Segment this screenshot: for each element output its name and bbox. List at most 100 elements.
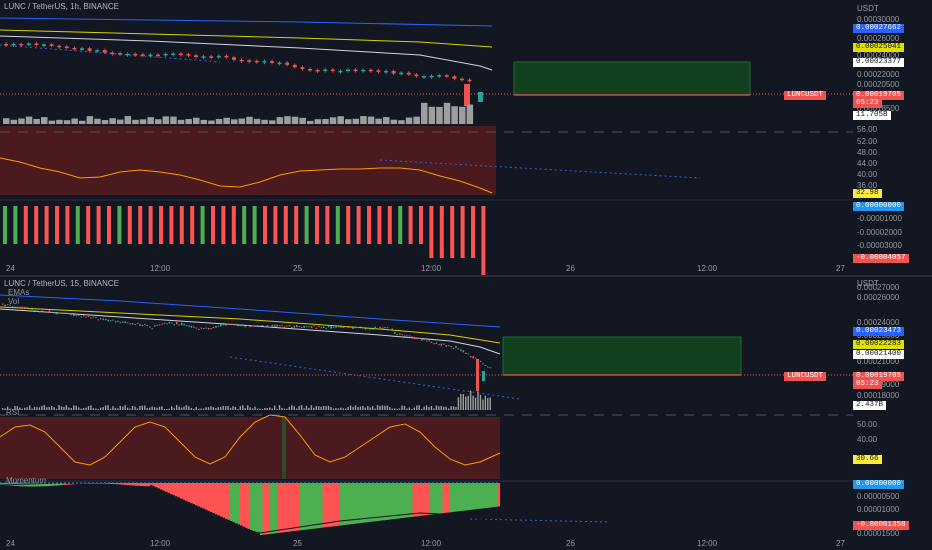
top-chart-canvas[interactable] bbox=[0, 0, 853, 275]
bottom-volume-bar bbox=[411, 408, 413, 410]
bottom-volume-bar bbox=[484, 395, 487, 410]
bottom-momentum-bar bbox=[347, 483, 351, 525]
chart-divider[interactable] bbox=[0, 275, 932, 277]
bottom-candle bbox=[315, 327, 318, 329]
bottom-chart[interactable]: LUNC / TetherUS, 15, BINANCE EMAs Vol RS… bbox=[0, 277, 932, 550]
bottom-volume-bar bbox=[151, 406, 153, 410]
bottom-candle bbox=[131, 323, 134, 325]
bottom-momentum-bar bbox=[475, 483, 478, 510]
top-volume bbox=[3, 102, 474, 124]
bottom-candle bbox=[364, 328, 367, 330]
top-candle bbox=[391, 70, 396, 74]
bottom-candle bbox=[217, 325, 220, 327]
top-chart[interactable]: LUNC / TetherUS, 1h, BINANCE USDT 0.0003… bbox=[0, 0, 932, 275]
top-momentum-bar bbox=[138, 206, 143, 244]
bottom-candle bbox=[354, 326, 357, 329]
bottom-momentum-bar bbox=[415, 483, 418, 517]
bottom-candle bbox=[322, 326, 325, 328]
bottom-chart-canvas[interactable] bbox=[0, 277, 853, 550]
bottom-volume-bar bbox=[95, 408, 97, 410]
top-volume-bar bbox=[360, 116, 367, 124]
bottom-volume-bar bbox=[48, 406, 50, 410]
bottom-volume-bar bbox=[278, 405, 281, 410]
bottom-candle bbox=[335, 326, 337, 328]
bottom-momentum-bar bbox=[317, 483, 321, 529]
top-candle bbox=[247, 60, 252, 62]
top-ema-yellow bbox=[0, 29, 493, 48]
bottom-volume-bar bbox=[460, 393, 462, 410]
bottom-momentum-bar bbox=[340, 483, 343, 526]
bottom-momentum-bar bbox=[440, 483, 443, 514]
bottom-volume-bar bbox=[217, 407, 219, 410]
bottom-momentum-bar bbox=[250, 483, 253, 530]
bottom-volume-bar bbox=[438, 406, 440, 410]
bottom-candle bbox=[60, 312, 63, 314]
bottom-momentum-bar bbox=[422, 483, 426, 516]
bottom-candle bbox=[357, 326, 359, 328]
bottom-volume-bar bbox=[124, 405, 126, 410]
bottom-momentum-bar bbox=[292, 483, 296, 532]
top-volume-bar bbox=[466, 104, 474, 124]
top-momentum-bar bbox=[283, 206, 288, 244]
bottom-target-zone[interactable] bbox=[502, 336, 742, 376]
bottom-candle bbox=[423, 339, 425, 341]
top-volume-bar bbox=[41, 117, 48, 124]
bottom-volume-bar bbox=[482, 399, 484, 410]
bottom-volume-bar bbox=[335, 408, 337, 410]
bottom-ema-label[interactable]: EMAs bbox=[8, 288, 30, 297]
bottom-volume-bar bbox=[146, 408, 148, 410]
bottom-volume-bar bbox=[286, 408, 288, 410]
bottom-candle bbox=[362, 326, 364, 329]
bottom-volume-bar bbox=[92, 408, 95, 410]
bottom-momentum-bar bbox=[485, 483, 488, 508]
bottom-volume-bar bbox=[178, 406, 180, 410]
bottom-candle bbox=[467, 353, 470, 355]
bottom-candle bbox=[114, 321, 117, 323]
top-target-zone[interactable] bbox=[513, 61, 751, 96]
top-volume-bar bbox=[25, 116, 33, 124]
bottom-volume-bar bbox=[16, 406, 19, 410]
bottom-volume-bar bbox=[90, 405, 92, 410]
bottom-candle bbox=[244, 326, 247, 328]
bottom-rsi-label[interactable]: RSI bbox=[6, 408, 20, 417]
bottom-momentum-bar bbox=[377, 483, 381, 521]
top-candle bbox=[330, 69, 335, 72]
top-volume-bar bbox=[79, 120, 86, 124]
bottom-momentum-bar bbox=[197, 483, 201, 507]
bottom-candle bbox=[16, 306, 19, 309]
bottom-candle bbox=[38, 311, 41, 313]
bottom-candle bbox=[379, 326, 381, 328]
top-candle bbox=[346, 69, 350, 72]
bottom-candle bbox=[9, 304, 11, 306]
bottom-candle bbox=[21, 306, 24, 309]
bottom-time-axis[interactable]: 24 12:00 25 12:00 26 12:00 27 bbox=[6, 539, 845, 548]
bottom-candle bbox=[479, 360, 482, 362]
top-momentum-bar bbox=[481, 206, 486, 275]
bottom-candle bbox=[266, 325, 269, 328]
bottom-vol-label[interactable]: Vol bbox=[8, 297, 20, 306]
bottom-candle bbox=[220, 324, 222, 327]
bottom-momentum-bar bbox=[380, 483, 383, 521]
bottom-momentum-bar bbox=[5, 483, 8, 486]
top-volume-bar bbox=[322, 119, 329, 124]
bottom-volume-bar bbox=[445, 406, 447, 410]
bottom-ema-white bbox=[0, 308, 501, 355]
bottom-momentum-bar bbox=[337, 483, 341, 526]
bottom-volume-bar bbox=[119, 405, 121, 410]
bottom-momentum-bar bbox=[150, 483, 153, 485]
top-price-axis[interactable]: USDT 0.00030000 0.00026000 0.00024000 0.… bbox=[853, 0, 932, 275]
bottom-momentum-label[interactable]: Momentum bbox=[6, 476, 47, 485]
bottom-volume-bar bbox=[457, 397, 460, 410]
bottom-momentum-bar bbox=[242, 483, 246, 527]
top-volume-bar bbox=[193, 117, 200, 124]
bottom-volume-bar bbox=[212, 407, 215, 410]
bottom-candle bbox=[482, 363, 484, 365]
bottom-momentum-bar bbox=[480, 483, 483, 509]
bottom-momentum-bar bbox=[302, 483, 306, 530]
bottom-volume-bar bbox=[244, 408, 246, 410]
top-momentum-bar bbox=[221, 206, 226, 244]
bottom-candle bbox=[180, 322, 183, 326]
bottom-volume-bar bbox=[198, 408, 200, 410]
bottom-price-axis[interactable]: USDT 0.00027000 0.00026000 0.00024000 0.… bbox=[853, 277, 932, 550]
top-time-axis[interactable]: 24 12:00 25 12:00 26 12:00 27 bbox=[6, 264, 845, 273]
